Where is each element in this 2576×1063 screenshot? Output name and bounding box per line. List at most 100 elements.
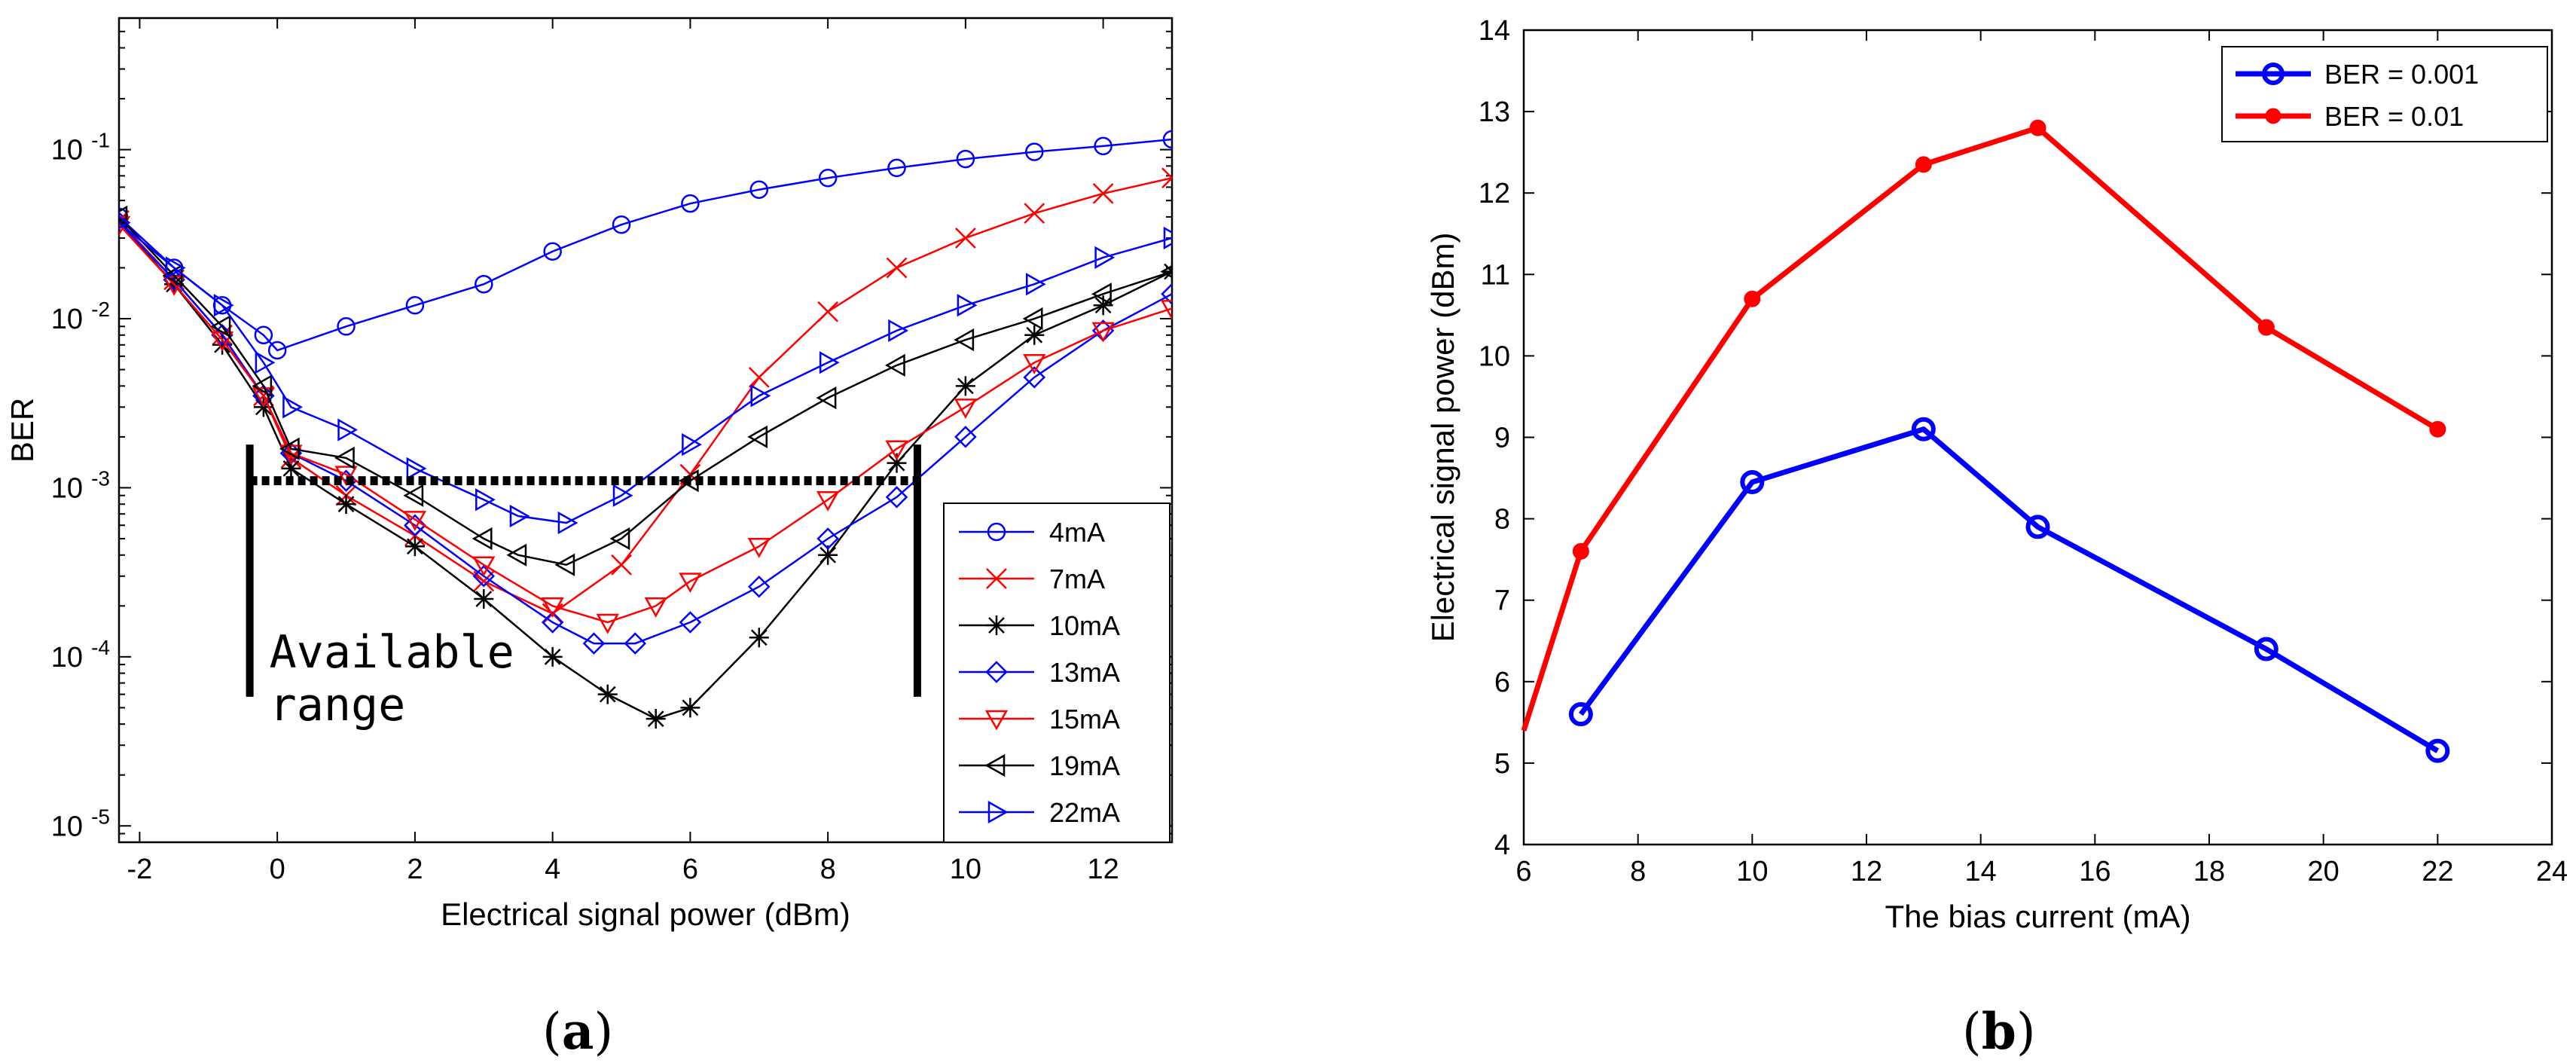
data-point-13mA xyxy=(119,211,130,234)
data-point-22mA xyxy=(612,484,633,507)
chart-a: -2 0 2 4 6 8 10 12 10 -1 10 -2 10 -3 10 -4 10 -5 Electrica… xyxy=(5,17,1174,932)
data-point-4mA xyxy=(887,158,906,178)
y-tick-label-b: 9 xyxy=(1494,423,1510,454)
data-point-22mA xyxy=(509,504,530,528)
y-tick-label-a: 10 xyxy=(51,472,83,504)
data-point-15mA xyxy=(644,597,667,618)
data-point-BER = 0.001 xyxy=(2254,637,2278,661)
y-tick-exponent-a: -4 xyxy=(91,636,110,659)
data-point-15mA xyxy=(1091,322,1115,343)
y-axis-label-a: BER xyxy=(5,398,40,463)
data-point-22mA xyxy=(1026,273,1046,296)
data-point-22mA xyxy=(255,351,276,374)
data-point-13mA xyxy=(582,632,606,655)
x-tick-label-b: 16 xyxy=(2079,856,2111,887)
data-point-4mA xyxy=(254,325,273,345)
data-point-BER = 0.01 xyxy=(1744,290,1761,307)
data-point-22mA xyxy=(957,294,978,317)
data-point-10mA xyxy=(1093,295,1113,316)
data-point-13mA xyxy=(747,575,771,598)
data-point-7mA xyxy=(1092,183,1114,204)
y-tick-label-b: 12 xyxy=(1479,178,1510,209)
data-point-BER = 0.01 xyxy=(2257,319,2275,336)
data-point-19mA xyxy=(1160,264,1172,279)
data-point-13mA xyxy=(679,611,702,634)
data-point-22mA xyxy=(475,488,496,512)
legend-label-4mA: 4mA xyxy=(1049,517,1105,548)
data-point-7mA xyxy=(748,366,770,388)
data-point-15mA xyxy=(1023,354,1046,374)
data-point-15mA xyxy=(885,440,908,461)
data-point-15mA xyxy=(679,573,702,594)
legend-marker-13mA xyxy=(985,661,1008,683)
data-point-13mA xyxy=(624,632,647,655)
data-point-4mA xyxy=(267,341,287,360)
x-tick-label-a: 0 xyxy=(270,854,285,885)
data-point-4mA xyxy=(956,149,975,169)
y-tick-label-a: 10 xyxy=(51,135,83,166)
data-point-BER = 0.001 xyxy=(1911,417,1936,441)
y-axis-label-b: Electrical signal power (dBm) xyxy=(1425,233,1460,643)
y-tick-label-b: 6 xyxy=(1494,667,1510,698)
x-axis-label-a: Electrical signal power (dBm) xyxy=(441,897,850,932)
data-point-10mA xyxy=(955,376,975,396)
data-point-19mA xyxy=(403,484,424,507)
data-point-4mA xyxy=(405,296,425,315)
data-point-4mA xyxy=(681,194,700,213)
data-point-19mA xyxy=(1022,307,1043,331)
data-point-10mA xyxy=(818,545,838,565)
data-point-19mA xyxy=(506,543,527,567)
data-point-19mA xyxy=(162,264,183,287)
data-point-BER = 0.01 xyxy=(1915,156,1932,173)
data-point-10mA xyxy=(281,458,301,478)
legend-label-BER = 0.001: BER = 0.001 xyxy=(2324,59,2479,90)
x-tick-label-b: 18 xyxy=(2193,856,2225,887)
data-point-10mA xyxy=(887,453,907,473)
x-tick-label-a: 8 xyxy=(820,854,836,885)
y-tick-label-b: 8 xyxy=(1494,504,1510,536)
data-point-7mA xyxy=(473,570,495,592)
series-line-15mA xyxy=(119,224,1172,624)
caption-b: (b) xyxy=(1962,1002,2036,1061)
data-point-4mA xyxy=(749,180,769,199)
data-point-10mA xyxy=(404,536,425,557)
data-point-10mA xyxy=(336,494,356,515)
data-point-22mA xyxy=(213,294,234,317)
series-line-BER = 0.001 xyxy=(1579,426,2440,753)
x-axis-label-b: The bias current (mA) xyxy=(1885,899,2190,934)
data-point-BER = 0.01 xyxy=(1572,542,1589,560)
x-tick-label-b: 12 xyxy=(1851,856,1882,887)
y-tick-label-b: 10 xyxy=(1479,341,1510,372)
legend-marker-19mA xyxy=(984,753,1006,777)
data-point-10mA xyxy=(542,646,563,667)
data-point-22mA xyxy=(406,457,427,481)
x-tick-label-a: 6 xyxy=(682,854,698,885)
x-tick-label-b: 24 xyxy=(2536,856,2568,887)
data-point-19mA xyxy=(252,374,273,398)
data-point-4mA xyxy=(1162,130,1172,149)
y-tick-label-a: 10 xyxy=(51,304,83,335)
data-point-10mA xyxy=(646,709,666,729)
legend-label-7mA: 7mA xyxy=(1049,564,1105,594)
y-tick-label-b: 5 xyxy=(1494,748,1510,780)
data-point-22mA xyxy=(165,256,186,279)
x-tick-label-a: -2 xyxy=(127,854,153,885)
legend-label-13mA: 13mA xyxy=(1049,657,1120,688)
annotation-text: Available xyxy=(270,626,514,679)
data-point-22mA xyxy=(1163,226,1172,250)
data-point-10mA xyxy=(474,589,494,609)
data-point-10mA xyxy=(597,684,618,704)
x-tick-label-a: 4 xyxy=(545,854,560,885)
data-point-7mA xyxy=(886,257,908,279)
data-point-19mA xyxy=(954,328,975,352)
x-tick-label-a: 2 xyxy=(407,854,423,885)
data-point-7mA xyxy=(954,228,976,249)
legend-marker-22mA xyxy=(987,800,1009,824)
annotation-text: range xyxy=(270,679,406,732)
x-tick-label-a: 10 xyxy=(950,854,981,885)
x-tick-label-a: 12 xyxy=(1087,854,1119,885)
x-tick-label-b: 22 xyxy=(2422,856,2453,887)
data-point-22mA xyxy=(682,433,702,457)
plot-area-b xyxy=(1522,29,2553,846)
data-point-15mA xyxy=(1160,300,1172,320)
